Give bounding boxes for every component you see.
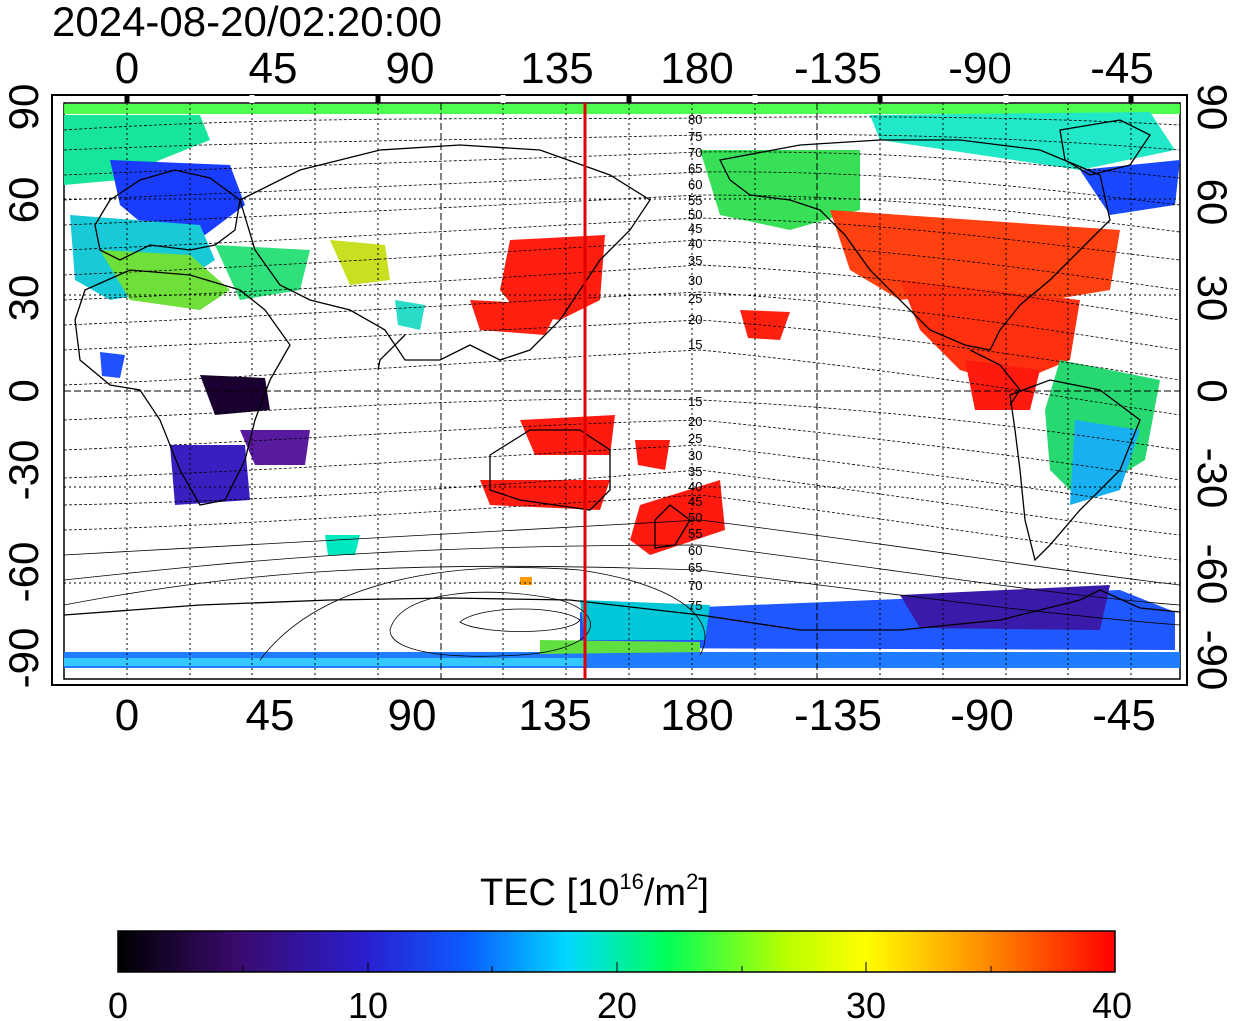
lon-label: 45 bbox=[246, 691, 295, 740]
bottom-longitude-labels: 0 45 90 135 180 -135 -90 -45 bbox=[115, 691, 1156, 740]
contour-label: 70 bbox=[688, 145, 702, 160]
colorbar-tick-label: 20 bbox=[597, 985, 637, 1021]
lon-label: 135 bbox=[520, 44, 593, 93]
colorbar-tick-label: 40 bbox=[1092, 985, 1132, 1021]
lat-label: -90 bbox=[0, 628, 47, 689]
frame-ticks bbox=[124, 95, 1134, 103]
contour-label: 30 bbox=[688, 273, 702, 288]
contour-label: 55 bbox=[688, 193, 702, 208]
colorbar-title-end: ] bbox=[698, 872, 709, 914]
lat-label: 90 bbox=[1189, 84, 1235, 131]
lon-label: -45 bbox=[1092, 691, 1156, 740]
contour-label: 65 bbox=[688, 560, 702, 575]
contour-label: 35 bbox=[688, 464, 702, 479]
lon-label: 90 bbox=[386, 44, 435, 93]
contour-label: 45 bbox=[688, 221, 702, 236]
contour-label: 40 bbox=[688, 479, 702, 494]
contour-label: 60 bbox=[688, 177, 702, 192]
lon-label: 90 bbox=[388, 691, 437, 740]
contour-label: 65 bbox=[688, 161, 702, 176]
lon-label: -135 bbox=[794, 691, 882, 740]
right-latitude-labels: 90 60 30 0 -30 -60 -90 bbox=[1189, 84, 1235, 691]
top-longitude-labels: 0 45 90 135 180 -135 -90 -45 bbox=[115, 44, 1154, 93]
colorbar-tick-label: 30 bbox=[846, 985, 886, 1021]
contour-label: 55 bbox=[688, 526, 702, 541]
lon-label: 0 bbox=[115, 691, 139, 740]
lon-label: 180 bbox=[660, 44, 733, 93]
colorbar-tick-label: 10 bbox=[348, 985, 388, 1021]
lat-label: 0 bbox=[0, 379, 47, 402]
lat-label: 30 bbox=[1189, 275, 1235, 322]
contour-label: 25 bbox=[688, 291, 702, 306]
colorbar-ticks bbox=[242, 962, 992, 972]
contour-label: 60 bbox=[688, 543, 702, 558]
colorbar-title-exp1: 16 bbox=[619, 869, 643, 894]
contour-label: 20 bbox=[688, 414, 702, 429]
lon-label: -45 bbox=[1090, 44, 1154, 93]
contour-labels-south: 15 20 25 30 35 40 45 50 55 60 65 70 75 bbox=[688, 394, 702, 613]
lon-label: -90 bbox=[950, 691, 1014, 740]
colorbar-title-mid: /m bbox=[644, 872, 686, 914]
contour-label: 20 bbox=[688, 312, 702, 327]
lon-label: 45 bbox=[249, 44, 298, 93]
contour-label: 50 bbox=[688, 207, 702, 222]
lat-label: -30 bbox=[0, 440, 47, 501]
contour-labels-north: 80 75 70 65 60 55 50 45 40 35 30 25 20 1… bbox=[688, 112, 702, 352]
contour-label: 40 bbox=[688, 236, 702, 251]
lon-label: -90 bbox=[948, 44, 1012, 93]
colorbar-tick-labels: 0 10 20 30 40 bbox=[108, 985, 1132, 1021]
graticule-major bbox=[64, 103, 1180, 679]
lat-label: -60 bbox=[0, 542, 47, 603]
lat-label: 60 bbox=[0, 177, 47, 224]
left-latitude-labels: 90 60 30 0 -30 -60 -90 bbox=[0, 84, 47, 689]
lat-label: 0 bbox=[1189, 379, 1235, 402]
contour-label: 15 bbox=[688, 337, 702, 352]
lat-label: -30 bbox=[1189, 448, 1235, 509]
lat-label: 90 bbox=[0, 84, 47, 131]
contour-label: 50 bbox=[688, 510, 702, 525]
contour-label: 25 bbox=[688, 431, 702, 446]
contour-label: 35 bbox=[688, 253, 702, 268]
contour-label: 45 bbox=[688, 494, 702, 509]
contour-label: 75 bbox=[688, 129, 702, 144]
colorbar-tick-label: 0 bbox=[108, 985, 128, 1021]
contour-label: 70 bbox=[688, 578, 702, 593]
lon-label: 0 bbox=[115, 44, 139, 93]
coastlines bbox=[64, 119, 1180, 631]
figure-title: 2024-08-20/02:20:00 bbox=[52, 0, 442, 45]
colorbar-title: TEC [1016/m2] bbox=[480, 869, 709, 914]
lon-label: -135 bbox=[794, 44, 882, 93]
contours bbox=[64, 116, 1180, 661]
lon-label: 135 bbox=[518, 691, 591, 740]
lat-label: -90 bbox=[1189, 630, 1235, 691]
contour-label: 30 bbox=[688, 448, 702, 463]
colorbar-title-main: TEC [10 bbox=[480, 872, 619, 914]
lat-label: -60 bbox=[1189, 544, 1235, 605]
contour-label: 15 bbox=[688, 394, 702, 409]
contour-label: 80 bbox=[688, 112, 702, 127]
lat-label: 30 bbox=[0, 275, 47, 322]
lat-label: 60 bbox=[1189, 179, 1235, 226]
contour-label: 75 bbox=[688, 598, 702, 613]
lon-label: 180 bbox=[660, 691, 733, 740]
colorbar-title-exp2: 2 bbox=[686, 869, 698, 894]
